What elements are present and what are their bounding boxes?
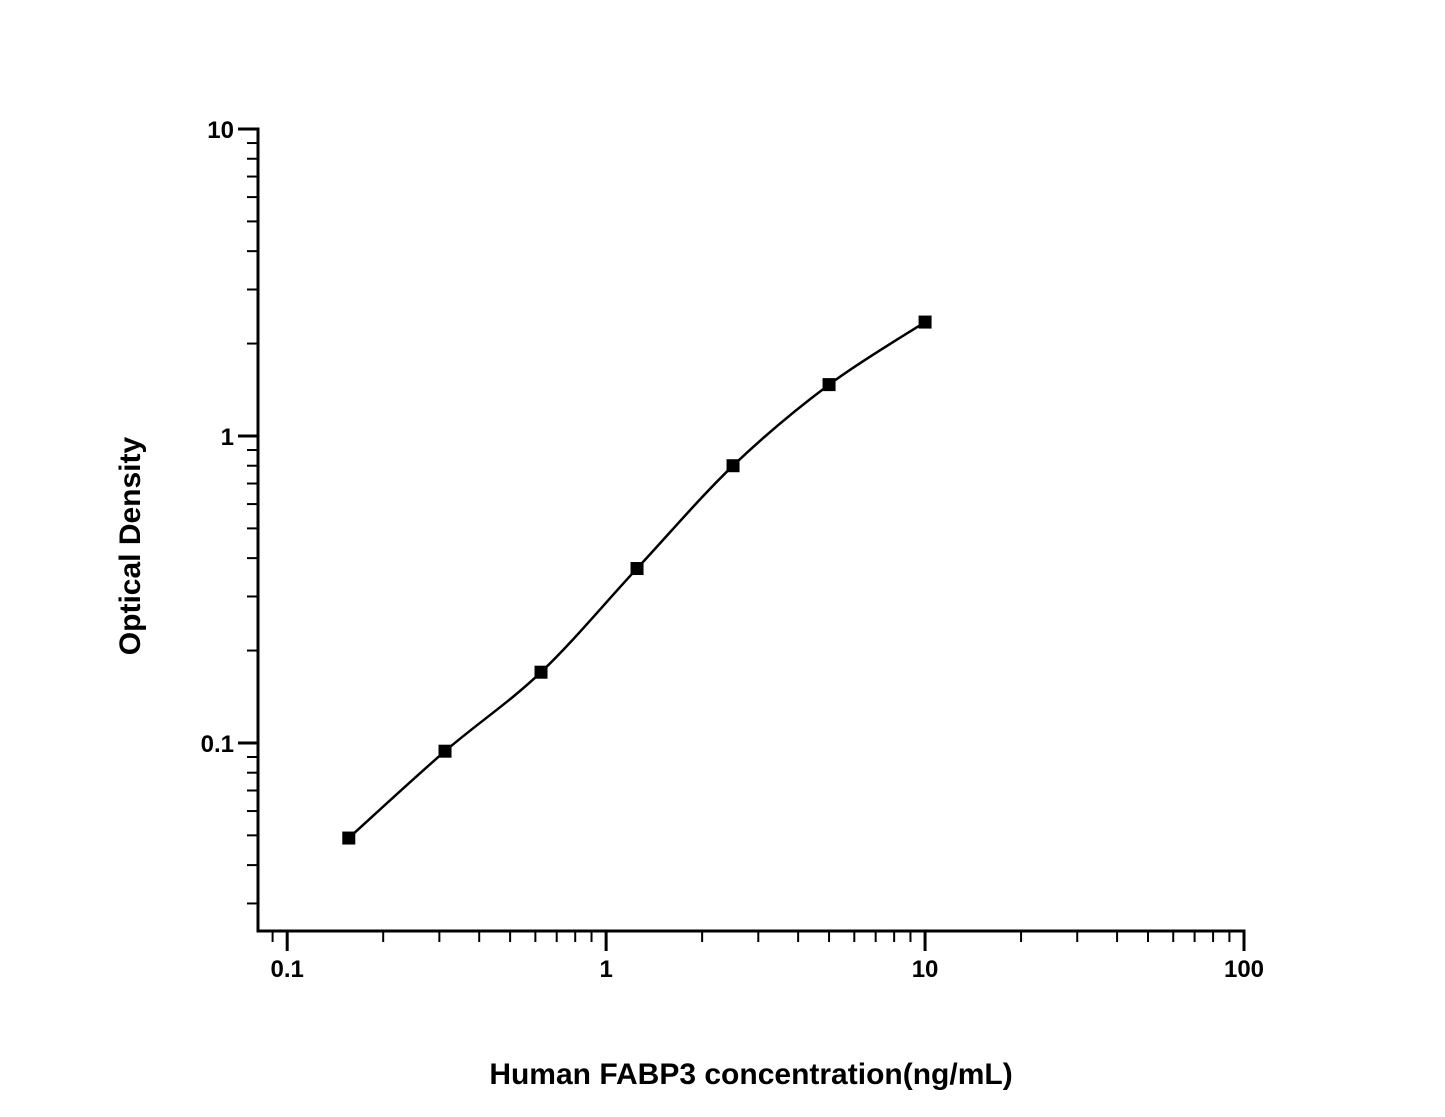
y-axis-title: Optical Density [114,436,147,656]
axes [256,127,1246,933]
x-tick-label: 100 [1224,956,1264,983]
data-point-marker [726,459,740,473]
y-tick-label: 10 [207,117,234,144]
y-axis-ticks [238,127,258,905]
y-tick-label: 0.1 [201,731,234,758]
y-tick-label: 1 [221,424,234,451]
x-axis-ticks [271,931,1246,951]
data-point-marker [438,744,452,758]
y-tick-labels: 0.1 1 10 [201,117,234,758]
curve-line [347,321,926,839]
x-tick-labels: 0.1 1 10 100 [271,956,1265,983]
x-tick-label: 0.1 [271,956,304,983]
data-point-marker [342,831,356,845]
data-point-marker [630,562,644,576]
x-axis-title: Human FABP3 concentration(ng/mL) [489,1058,1013,1091]
data-points [342,315,932,845]
x-tick-label: 1 [599,956,612,983]
data-point-marker [534,665,548,679]
data-point-marker [918,315,932,329]
data-point-marker [822,378,836,392]
x-tick-label: 10 [912,956,939,983]
